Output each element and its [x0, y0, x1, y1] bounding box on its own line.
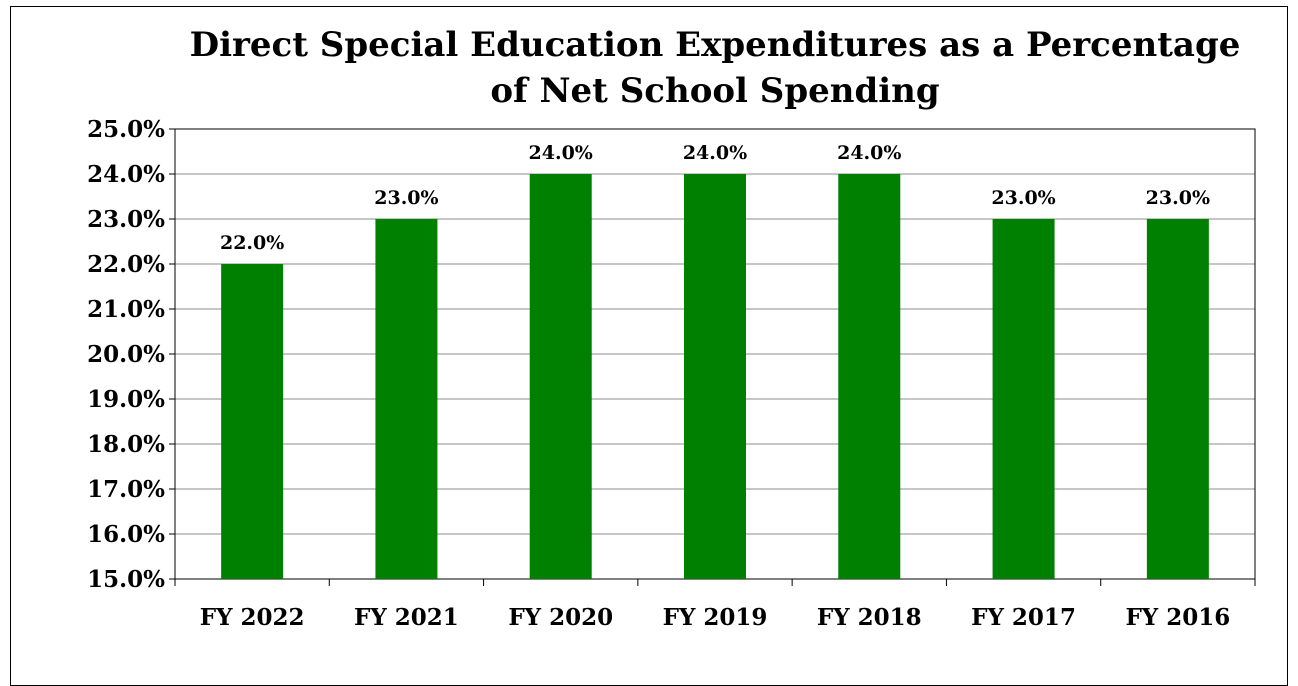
y-tick-label: 15.0% — [87, 566, 165, 593]
data-label: 22.0% — [220, 232, 284, 254]
bar — [375, 219, 438, 579]
x-tick-label: FY 2019 — [663, 604, 768, 631]
chart-title: Direct Special Education Expenditures as… — [189, 25, 1241, 111]
x-tick-label: FY 2017 — [971, 604, 1076, 631]
data-label: 23.0% — [374, 187, 438, 209]
data-label: 24.0% — [529, 142, 593, 164]
bar — [1146, 219, 1209, 579]
x-tick-label: FY 2020 — [508, 604, 613, 631]
y-tick-label: 17.0% — [87, 476, 165, 503]
bar — [838, 174, 901, 579]
y-tick-label: 21.0% — [87, 296, 165, 323]
y-tick-label: 24.0% — [87, 161, 165, 188]
x-tick-label: FY 2018 — [817, 604, 922, 631]
data-label: 23.0% — [1146, 187, 1210, 209]
y-tick-label: 16.0% — [87, 521, 165, 548]
bar — [992, 219, 1055, 579]
y-tick-label: 19.0% — [87, 386, 165, 413]
y-tick-label: 18.0% — [87, 431, 165, 458]
y-tick-label: 25.0% — [87, 116, 165, 143]
x-tick-label: FY 2021 — [354, 604, 459, 631]
data-label: 23.0% — [991, 187, 1055, 209]
bar — [529, 174, 592, 579]
data-label: 24.0% — [683, 142, 747, 164]
x-tick-label: FY 2022 — [200, 604, 305, 631]
data-label: 24.0% — [837, 142, 901, 164]
x-tick-label: FY 2016 — [1125, 604, 1230, 631]
bar — [221, 264, 284, 579]
bar — [684, 174, 746, 579]
y-tick-label: 22.0% — [87, 251, 165, 278]
y-tick-label: 20.0% — [87, 341, 165, 368]
y-tick-label: 23.0% — [87, 206, 165, 233]
